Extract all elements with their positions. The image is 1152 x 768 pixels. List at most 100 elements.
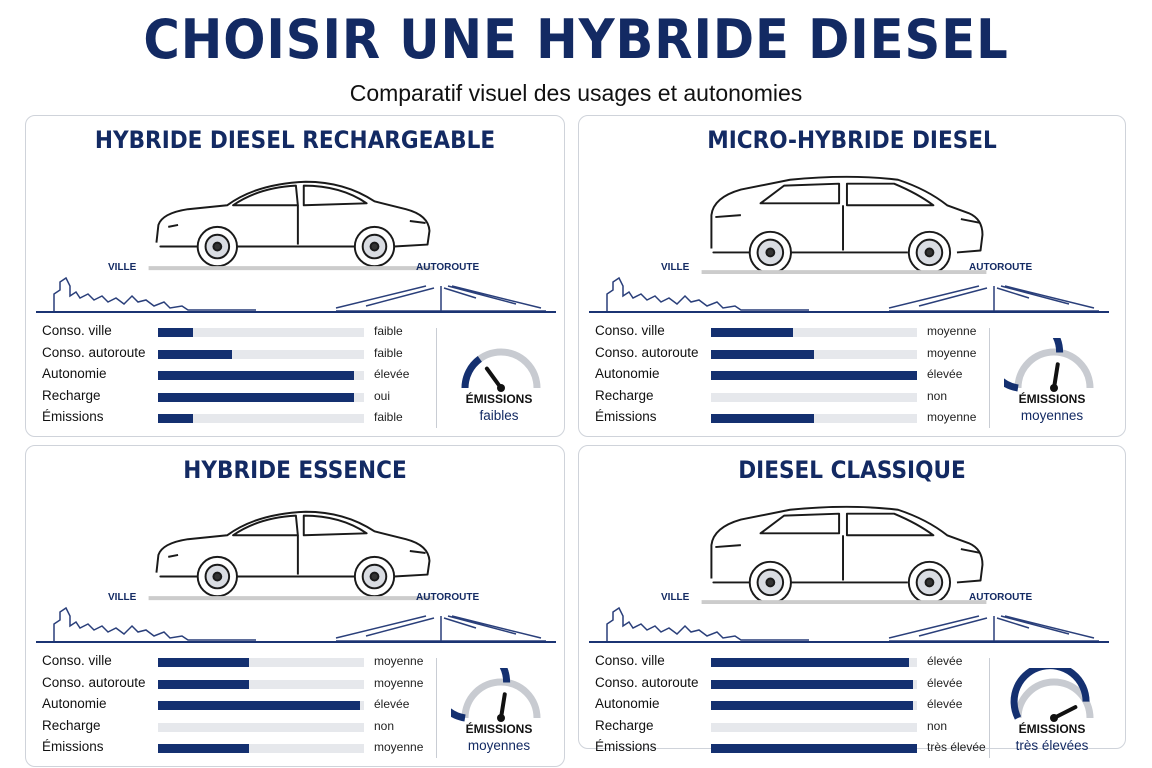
highway-label: AUTOROUTE	[969, 592, 1033, 603]
metric-bar-track	[158, 701, 364, 710]
metric-bar-track	[711, 414, 917, 423]
metric-value: élevée	[927, 367, 963, 381]
emissions-title: ÉMISSIONS	[465, 392, 533, 406]
metric-bar-fill	[158, 392, 354, 402]
metric-label: Autonomie	[42, 366, 107, 381]
metric-value: non	[927, 718, 948, 733]
metric-label: Émissions	[42, 739, 104, 754]
metric-value: moyenne	[374, 740, 424, 754]
city-label: VILLE	[108, 262, 137, 273]
highway-label: AUTOROUTE	[416, 262, 480, 273]
metric-row: Conso. ville moyenne	[593, 321, 983, 343]
metric-bar-track	[158, 328, 364, 337]
metric-row: Conso. autoroute faible	[40, 343, 430, 365]
metric-bar-track	[158, 349, 364, 359]
metric-row: Conso. autoroute élevée	[593, 673, 983, 695]
metric-bar-fill	[158, 349, 233, 359]
metric-label: Recharge	[42, 717, 101, 733]
vertical-separator	[989, 328, 990, 428]
metric-row: Autonomie élevée	[40, 364, 430, 386]
metric-row: Recharge non	[593, 386, 983, 408]
metric-value: moyenne	[927, 324, 977, 338]
metric-value: moyenne	[374, 654, 424, 668]
metric-bar-track	[158, 744, 364, 753]
metric-row: Conso. ville faible	[40, 321, 430, 343]
metric-value: élevée	[927, 654, 963, 668]
metric-bar-track	[711, 328, 917, 337]
metric-bar-track	[711, 744, 917, 753]
metric-row: Recharge oui	[40, 386, 430, 408]
metric-bar-fill	[711, 414, 814, 423]
emissions-level: faibles	[479, 408, 519, 423]
metric-row: Recharge non	[40, 716, 430, 738]
metric-bar-fill	[158, 658, 249, 667]
metric-bar-track	[711, 392, 917, 402]
metric-label: Conso. autoroute	[42, 674, 146, 690]
metric-bar-track	[158, 722, 364, 732]
metric-value: faible	[374, 410, 403, 424]
card-micro-hybride-diesel: MICRO-HYBRIDE DIESEL VILLE AUTOROUTE Conso.…	[578, 115, 1126, 437]
card-title: DIESEL CLASSIQUE	[738, 456, 966, 484]
metric-value: moyenne	[374, 675, 424, 690]
metric-label: Conso. ville	[595, 323, 665, 338]
emissions-gauge-icon	[1004, 338, 1094, 392]
emissions-title: ÉMISSIONS	[1018, 722, 1086, 736]
metric-bar-fill	[711, 349, 814, 359]
card-diesel-classique: DIESEL CLASSIQUE VILLE AUTOROUTE Conso. vil…	[578, 445, 1126, 758]
metric-value: faible	[374, 324, 403, 338]
metric-label: Conso. ville	[42, 653, 112, 668]
card-title: HYBRIDE ESSENCE	[183, 456, 407, 484]
sedan-car-illustration	[148, 180, 434, 271]
metric-bar-fill	[711, 744, 917, 753]
metrics-list: Conso. ville moyenne Conso. autoroute moyen…	[40, 651, 430, 759]
vertical-separator	[989, 658, 990, 758]
metric-label: Recharge	[595, 387, 654, 403]
metric-label: Conso. autoroute	[595, 674, 699, 690]
metric-label: Émissions	[595, 739, 657, 754]
metric-label: Conso. ville	[595, 653, 665, 668]
metric-value: élevée	[927, 675, 963, 690]
metric-label: Recharge	[42, 387, 101, 403]
metrics-list: Conso. ville faible Conso. autoroute faible…	[40, 321, 430, 429]
metric-label: Autonomie	[595, 366, 660, 381]
card-hybride-essence: HYBRIDE ESSENCE VILLE AUTOROUTE Conso. vill…	[25, 445, 565, 767]
metric-value: élevée	[927, 697, 963, 711]
vertical-separator	[436, 658, 437, 758]
metric-value: non	[927, 388, 948, 403]
divider	[589, 641, 1109, 643]
sedan-car-illustration	[148, 510, 434, 601]
metric-value: moyenne	[927, 410, 977, 424]
metric-row: Émissions faible	[40, 407, 430, 429]
metric-value: faible	[374, 345, 403, 360]
metric-value: élevée	[374, 697, 410, 711]
metric-label: Émissions	[595, 409, 657, 424]
metric-row: Émissions très élevée	[593, 737, 986, 759]
metric-bar-track	[158, 679, 364, 689]
metric-value: très élevée	[927, 740, 986, 754]
emissions-level: moyennes	[467, 738, 531, 753]
metric-bar-track	[711, 371, 917, 380]
emissions-gauge-icon	[451, 668, 541, 722]
metric-bar-fill	[158, 414, 194, 423]
metric-label: Autonomie	[595, 696, 660, 711]
metric-bar-fill	[711, 701, 913, 710]
metric-label: Conso. autoroute	[42, 344, 146, 360]
metric-row: Recharge non	[593, 716, 983, 738]
emissions-title: ÉMISSIONS	[465, 722, 533, 736]
metric-value: élevée	[374, 367, 410, 381]
metric-row: Conso. ville moyenne	[40, 651, 430, 673]
metric-row: Émissions moyenne	[593, 407, 983, 429]
emissions-level: très élevées	[1015, 738, 1089, 753]
metric-bar-track	[711, 658, 917, 667]
city-label: VILLE	[108, 592, 137, 603]
metric-bar-track	[711, 679, 917, 689]
emissions-title: ÉMISSIONS	[1018, 392, 1086, 406]
metric-row: Autonomie élevée	[593, 694, 983, 716]
page-subtitle: Comparatif visuel des usages et autonomi…	[349, 80, 803, 106]
metric-value: moyenne	[927, 345, 977, 360]
metric-bar-fill	[158, 371, 354, 380]
metric-row: Autonomie élevée	[40, 694, 430, 716]
vertical-separator	[436, 328, 437, 428]
metric-bar-fill	[158, 328, 194, 337]
metric-value: oui	[374, 388, 391, 403]
